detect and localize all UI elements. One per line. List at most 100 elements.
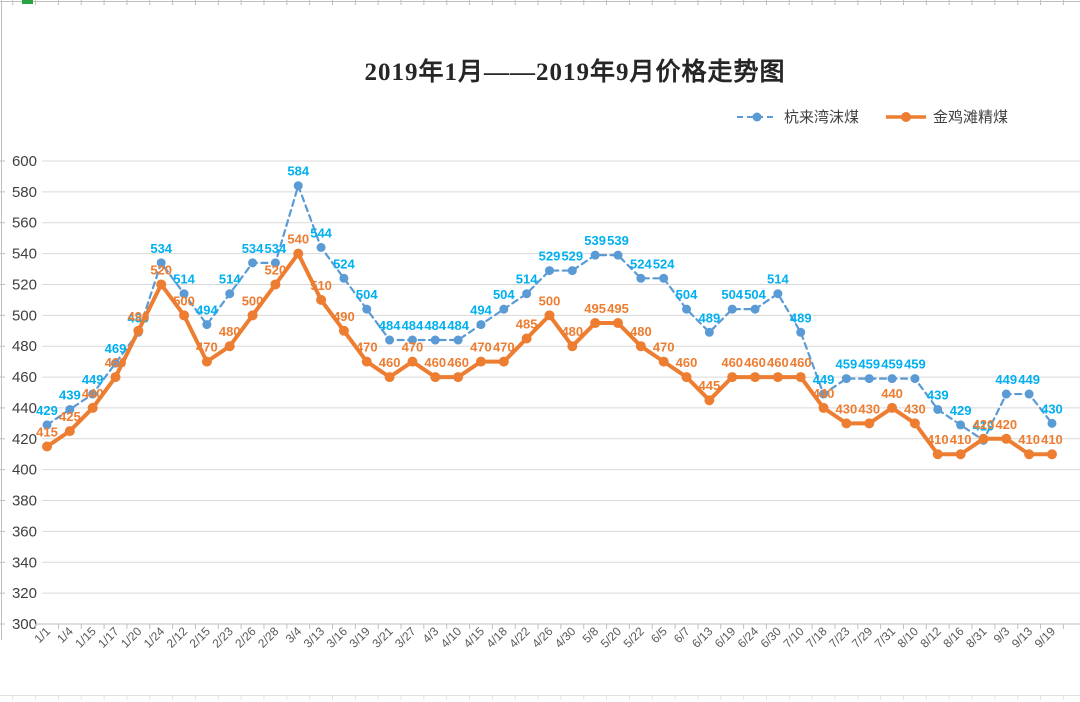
data-point-marker <box>522 289 532 299</box>
data-point-marker <box>384 372 395 383</box>
data-point-label: 460 <box>105 355 127 370</box>
data-point-label: 484 <box>402 318 424 333</box>
data-point-marker <box>407 356 418 367</box>
data-point-label: 520 <box>265 262 287 277</box>
data-point-marker <box>111 358 121 368</box>
data-point-label: 440 <box>813 386 835 401</box>
data-point-label: 489 <box>790 310 812 325</box>
data-point-label: 504 <box>744 287 766 302</box>
data-point-label: 440 <box>881 386 903 401</box>
data-point-marker <box>476 320 486 330</box>
data-point-marker <box>544 310 555 321</box>
data-point-label: 460 <box>767 355 789 370</box>
data-point-marker <box>270 258 280 268</box>
data-point-marker <box>361 356 372 367</box>
data-point-marker <box>247 310 258 321</box>
x-axis-label: 1/17 <box>95 624 122 651</box>
data-point-label: 470 <box>493 340 515 355</box>
y-axis-label: 340 <box>12 554 37 571</box>
y-axis-label: 500 <box>12 307 37 324</box>
data-point-marker <box>659 273 669 283</box>
data-point-label: 480 <box>561 324 583 339</box>
data-point-marker <box>179 310 190 321</box>
x-axis-label: 7/10 <box>780 624 807 651</box>
y-axis-label: 380 <box>12 493 37 510</box>
x-axis-label: 5/20 <box>598 624 625 651</box>
y-axis-label: 520 <box>12 276 37 293</box>
data-point-label: 529 <box>561 249 583 264</box>
data-point-label: 419 <box>973 418 995 433</box>
dashed-line-marker-icon <box>737 112 777 121</box>
data-point-label: 439 <box>59 387 81 402</box>
data-point-marker <box>909 418 920 429</box>
data-point-marker <box>704 327 714 337</box>
data-point-marker <box>819 389 829 399</box>
data-point-marker <box>567 341 578 352</box>
x-axis-label: 7/18 <box>803 624 830 651</box>
data-point-label: 495 <box>584 301 606 316</box>
data-point-marker <box>727 304 737 314</box>
data-point-marker <box>590 250 600 260</box>
data-point-label: 539 <box>607 233 629 248</box>
data-point-label: 460 <box>721 355 743 370</box>
data-point-marker <box>956 420 966 430</box>
x-axis-label: 9/19 <box>1032 624 1059 651</box>
data-point-label: 485 <box>516 316 538 331</box>
data-point-label: 524 <box>653 256 675 271</box>
y-axis-label: 400 <box>12 462 37 479</box>
data-point-label: 460 <box>790 355 812 370</box>
x-axis-label: 2/23 <box>209 624 236 651</box>
x-axis-label: 6/5 <box>648 624 670 646</box>
data-point-marker <box>635 341 646 352</box>
data-point-marker <box>475 356 486 367</box>
data-point-marker <box>841 374 851 384</box>
data-point-label: 460 <box>424 355 446 370</box>
data-point-marker <box>407 335 417 345</box>
data-point-marker <box>88 389 98 399</box>
series-line <box>45 184 1054 442</box>
data-point-marker <box>499 304 509 314</box>
y-axis-label: 420 <box>12 431 37 448</box>
data-point-label: 449 <box>82 372 104 387</box>
data-point-label: 520 <box>150 262 172 277</box>
data-point-label: 459 <box>881 357 903 372</box>
data-point-label: 460 <box>379 355 401 370</box>
top-edge-green-mark <box>22 0 33 4</box>
y-axis-label: 580 <box>12 184 37 201</box>
data-point-marker <box>316 294 327 305</box>
y-axis-label: 480 <box>12 338 37 355</box>
data-point-label: 460 <box>744 355 766 370</box>
data-point-label: 470 <box>402 340 424 355</box>
y-axis-label: 460 <box>12 369 37 386</box>
data-point-label: 484 <box>447 318 469 333</box>
data-point-marker <box>704 395 715 406</box>
series-jinjitan: 4154254404604905205004704805005205405104… <box>36 232 1063 460</box>
data-point-label: 470 <box>196 340 218 355</box>
data-point-marker <box>1047 418 1057 428</box>
data-point-marker <box>385 335 395 345</box>
data-point-marker <box>179 289 189 299</box>
data-point-label: 410 <box>1018 432 1040 447</box>
data-point-label: 430 <box>836 401 858 416</box>
gridlines <box>42 160 1080 625</box>
y-axis-labels: 300 320 340 360 380 400 420 440 460 480 500 520 540 5… <box>12 153 37 633</box>
data-point-marker <box>133 325 144 336</box>
x-axis-label: 9/13 <box>1009 624 1036 651</box>
data-point-marker <box>887 374 897 384</box>
x-axis-label: 3/13 <box>301 624 328 651</box>
data-point-label: 490 <box>333 309 355 324</box>
x-axis-label: 8/10 <box>895 624 922 651</box>
x-axis-label: 6/24 <box>735 624 762 651</box>
data-point-marker <box>795 372 806 383</box>
data-point-label: 449 <box>995 372 1017 387</box>
data-point-label: 494 <box>196 303 218 318</box>
data-point-label: 534 <box>242 241 264 256</box>
y-axis-label: 560 <box>12 215 37 232</box>
legend-item-jinjitan: 金鸡滩精煤 <box>885 106 1008 127</box>
data-point-label: 480 <box>219 324 241 339</box>
data-point-label: 415 <box>36 425 58 440</box>
data-point-marker <box>225 289 235 299</box>
data-point-label: 445 <box>699 378 721 393</box>
